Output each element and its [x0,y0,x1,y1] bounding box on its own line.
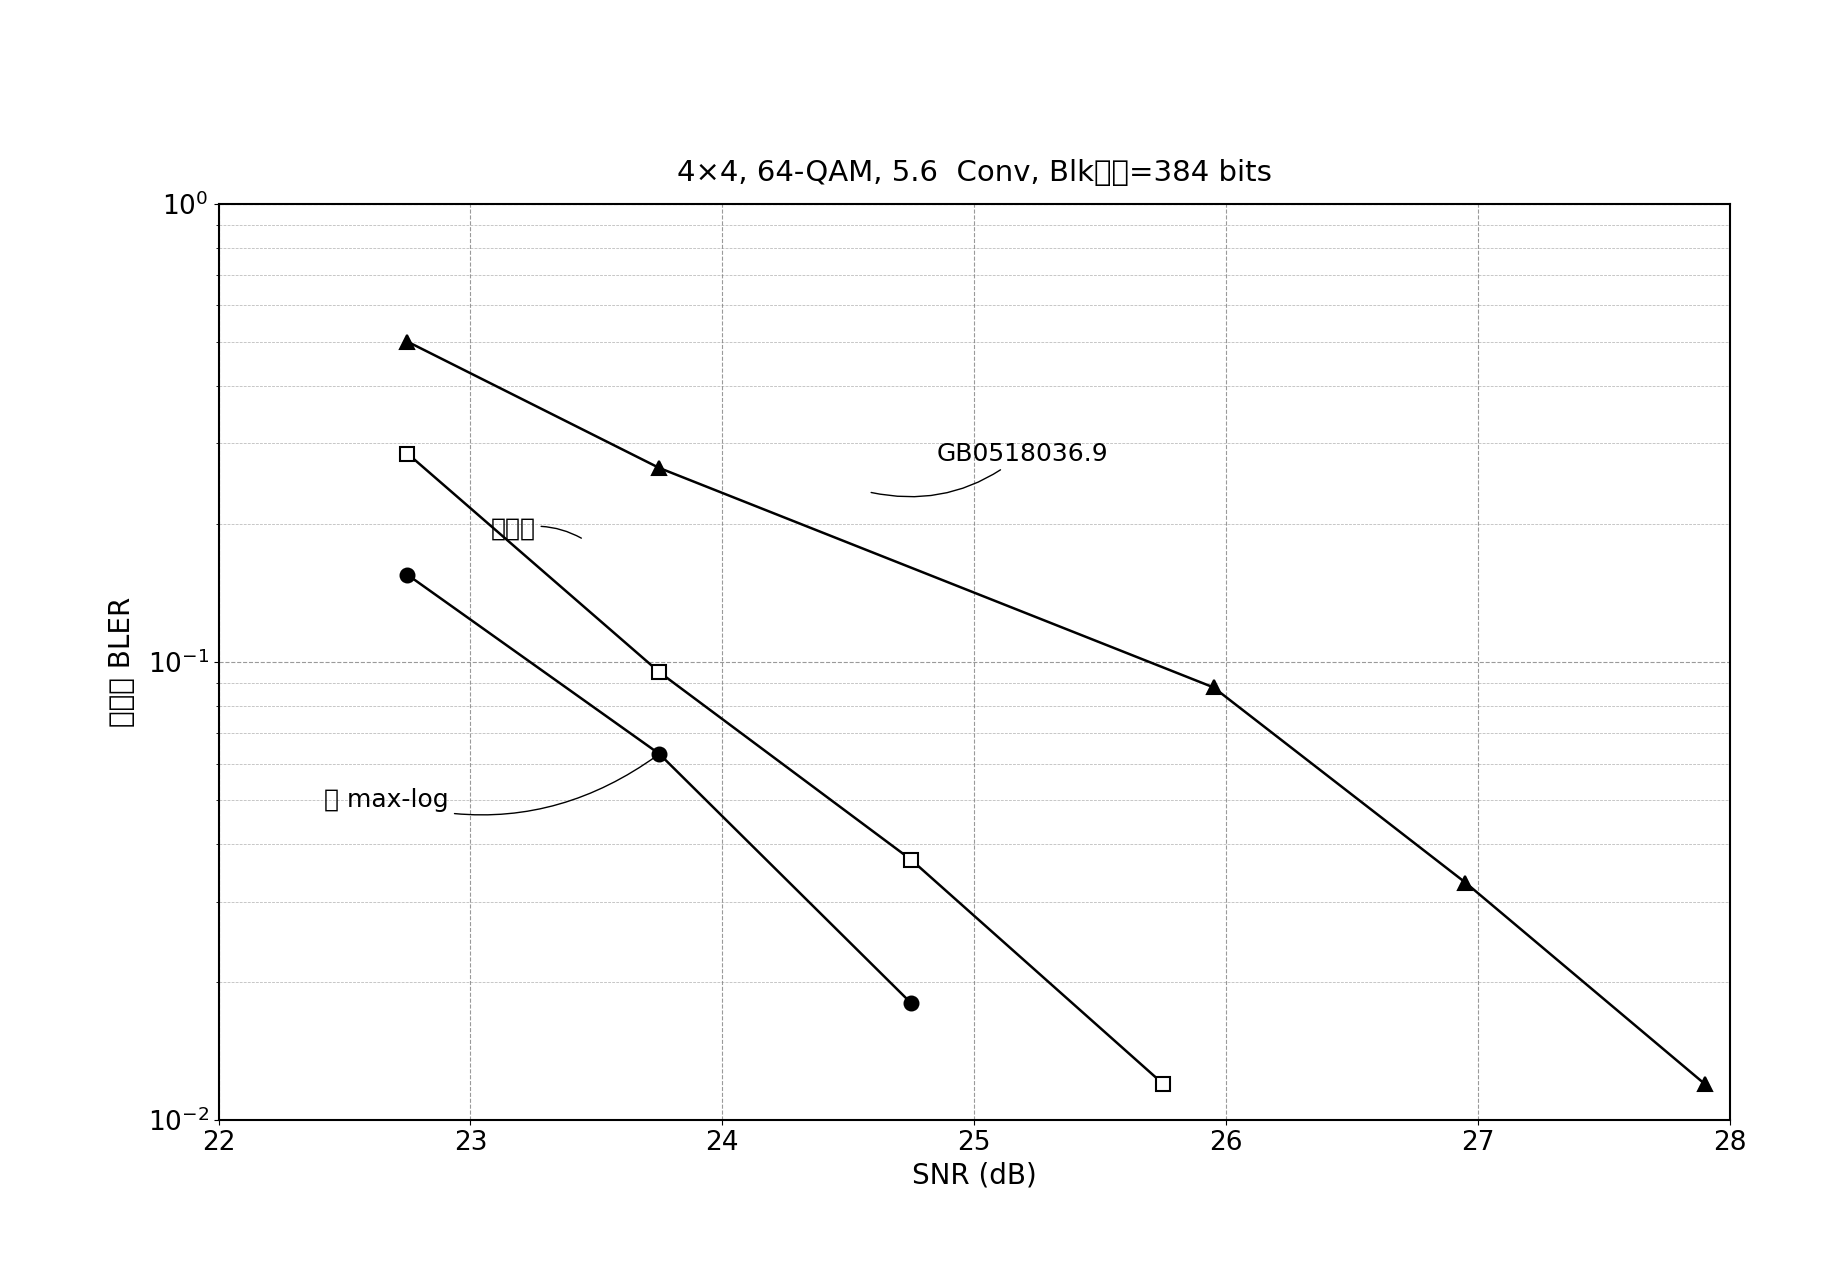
Title: 4×4, 64-QAM, 5.6  Conv, Blk大小=384 bits: 4×4, 64-QAM, 5.6 Conv, Blk大小=384 bits [677,159,1271,187]
Text: 球 max-log: 球 max-log [324,756,657,815]
Y-axis label: 编码的 BLER: 编码的 BLER [109,597,137,727]
Text: 本发明: 本发明 [490,517,581,541]
X-axis label: SNR (dB): SNR (dB) [912,1161,1036,1189]
Text: GB0518036.9: GB0518036.9 [870,442,1107,496]
